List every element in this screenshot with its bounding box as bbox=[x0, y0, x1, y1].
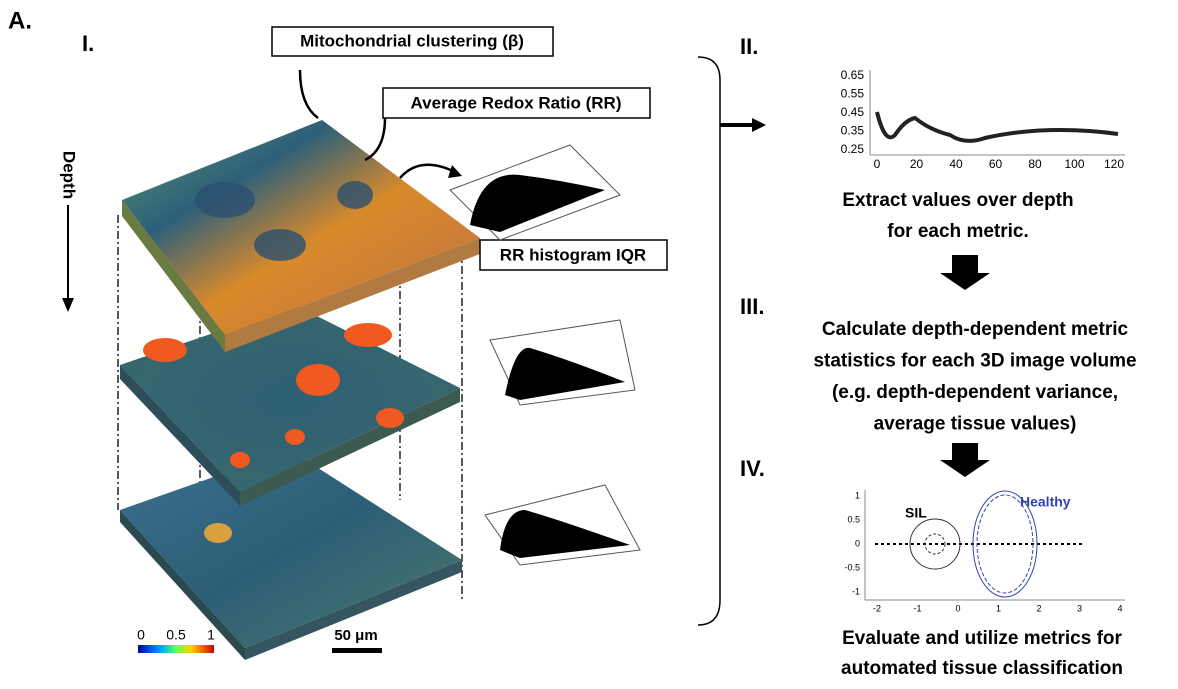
step-label: III. bbox=[740, 294, 764, 319]
x-tick-label: -1 bbox=[913, 603, 921, 613]
step-text: for each metric. bbox=[887, 221, 1029, 242]
step-text: automated tissue classification bbox=[841, 658, 1123, 679]
x-tick-label: 1 bbox=[996, 603, 1001, 613]
tissue-feature bbox=[204, 523, 232, 543]
x-tick-label: 40 bbox=[949, 157, 963, 171]
depth-plot: 0.65 0.55 0.45 0.35 0.25 0 20 40 60 80 100 120 bbox=[841, 68, 1125, 171]
step-text: statistics for each 3D image volume bbox=[813, 351, 1136, 372]
colorbar-tick: 0 bbox=[137, 627, 145, 643]
x-tick-label: 4 bbox=[1117, 603, 1122, 613]
y-tick-label: 0.45 bbox=[841, 105, 865, 119]
step-text: Calculate depth-dependent metric bbox=[822, 319, 1129, 340]
metric-label: Average Redox Ratio (RR) bbox=[411, 93, 622, 112]
colorbar-tick: 1 bbox=[207, 627, 215, 643]
step-text: average tissue values) bbox=[874, 414, 1077, 435]
y-tick-label: 0.65 bbox=[841, 68, 865, 82]
metric-label: Mitochondrial clustering (β) bbox=[300, 31, 524, 50]
figure: A. I. II. III. IV. Depth Mitochondrial c… bbox=[0, 0, 1178, 684]
tissue-slab bbox=[120, 305, 460, 492]
arrowhead bbox=[62, 298, 74, 312]
histogram-inset bbox=[490, 320, 635, 405]
panel-label: A. bbox=[8, 7, 32, 34]
down-arrow bbox=[940, 443, 990, 477]
colorbar-tick: 0.5 bbox=[166, 627, 186, 643]
x-tick-label: -2 bbox=[873, 603, 881, 613]
x-tick-label: 20 bbox=[910, 157, 924, 171]
curve bbox=[877, 112, 1118, 141]
tissue-slab bbox=[122, 120, 480, 335]
x-tick-label: 120 bbox=[1104, 157, 1124, 171]
x-tick-label: 60 bbox=[989, 157, 1003, 171]
y-tick-label: 0.55 bbox=[841, 87, 865, 101]
bracket bbox=[698, 57, 720, 625]
scale-bar-label: 50 μm bbox=[334, 627, 377, 644]
classification-plot: 1 0.5 0 -0.5 -1 -2 -1 0 1 2 3 4 SIL Healthy bbox=[844, 490, 1125, 613]
step-text: Evaluate and utilize metrics for bbox=[842, 628, 1122, 649]
x-tick-label: 0 bbox=[874, 157, 881, 171]
y-tick-label: 0.25 bbox=[841, 142, 865, 156]
y-tick-label: -0.5 bbox=[844, 562, 860, 572]
arrowhead bbox=[448, 165, 462, 178]
step-text: Extract values over depth bbox=[842, 190, 1073, 211]
y-tick-label: 0.35 bbox=[841, 124, 865, 138]
step-label: I. bbox=[82, 31, 94, 56]
y-tick-label: -1 bbox=[852, 586, 860, 596]
x-tick-label: 0 bbox=[955, 603, 960, 613]
histogram-inset bbox=[450, 145, 620, 240]
arrowhead bbox=[752, 118, 766, 132]
step-label: IV. bbox=[740, 456, 765, 481]
y-tick-label: 1 bbox=[855, 490, 860, 500]
x-tick-label: 80 bbox=[1028, 157, 1042, 171]
colorbar bbox=[138, 645, 214, 653]
step-text: (e.g. depth-dependent variance, bbox=[832, 382, 1118, 403]
y-tick-label: 0.5 bbox=[847, 514, 860, 524]
y-tick-label: 0 bbox=[855, 538, 860, 548]
metric-label: RR histogram IQR bbox=[500, 245, 646, 264]
histogram-inset bbox=[485, 485, 640, 565]
group-label: Healthy bbox=[1020, 494, 1071, 510]
depth-label: Depth bbox=[60, 151, 79, 199]
x-tick-label: 2 bbox=[1036, 603, 1041, 613]
step-label: II. bbox=[740, 34, 758, 59]
down-arrow bbox=[940, 255, 990, 290]
x-tick-label: 100 bbox=[1064, 157, 1084, 171]
x-tick-label: 3 bbox=[1077, 603, 1082, 613]
group-label: SIL bbox=[905, 505, 927, 521]
scale-bar bbox=[332, 648, 382, 653]
